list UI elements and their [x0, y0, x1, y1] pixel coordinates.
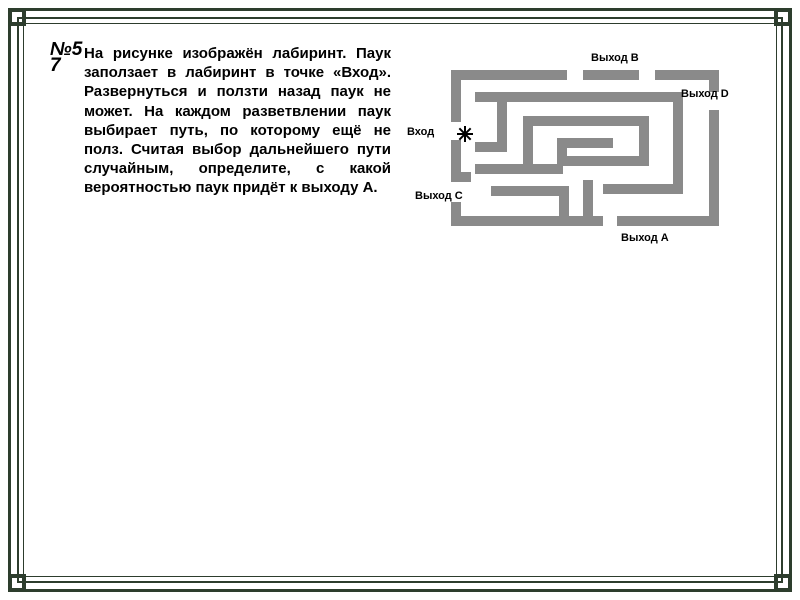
maze-wall	[451, 172, 471, 182]
label-exit-a: Выход А	[621, 232, 669, 244]
maze-wall	[709, 110, 719, 226]
mid-frame: №5 7 На рисунке изображён лабиринт. Паук…	[17, 17, 783, 583]
inner-frame: №5 7 На рисунке изображён лабиринт. Паук…	[23, 23, 777, 577]
maze-wall	[559, 186, 569, 222]
task-number: №5 7	[50, 40, 82, 75]
outer-frame: №5 7 На рисунке изображён лабиринт. Паук…	[8, 8, 792, 592]
maze-wall	[655, 70, 719, 80]
spider-icon	[457, 126, 473, 142]
maze-wall	[523, 116, 647, 126]
label-exit-d: Выход D	[681, 88, 729, 100]
maze-wall	[475, 164, 563, 174]
label-exit-b: Выход В	[591, 52, 639, 64]
maze-wall	[451, 216, 603, 226]
maze-wall	[603, 184, 683, 194]
maze-wall	[583, 70, 639, 80]
content-row: На рисунке изображён лабиринт. Паук запо…	[46, 42, 754, 252]
label-exit-c: Выход С	[415, 190, 463, 202]
task-text: На рисунке изображён лабиринт. Паук запо…	[46, 42, 391, 198]
maze-wall	[451, 70, 461, 122]
maze-wall	[557, 138, 567, 162]
maze-wall	[583, 180, 593, 222]
maze-wall	[491, 186, 565, 196]
maze-wall	[451, 70, 567, 80]
maze-wall	[475, 142, 507, 152]
maze-wall	[557, 156, 649, 166]
label-enter: Вход	[407, 126, 434, 138]
maze-svg	[403, 52, 733, 252]
maze-container: Выход В Выход D Вход Выход С Выход А	[403, 52, 733, 252]
maze-wall	[673, 92, 683, 192]
maze-wall	[617, 216, 717, 226]
maze-wall	[497, 92, 507, 150]
